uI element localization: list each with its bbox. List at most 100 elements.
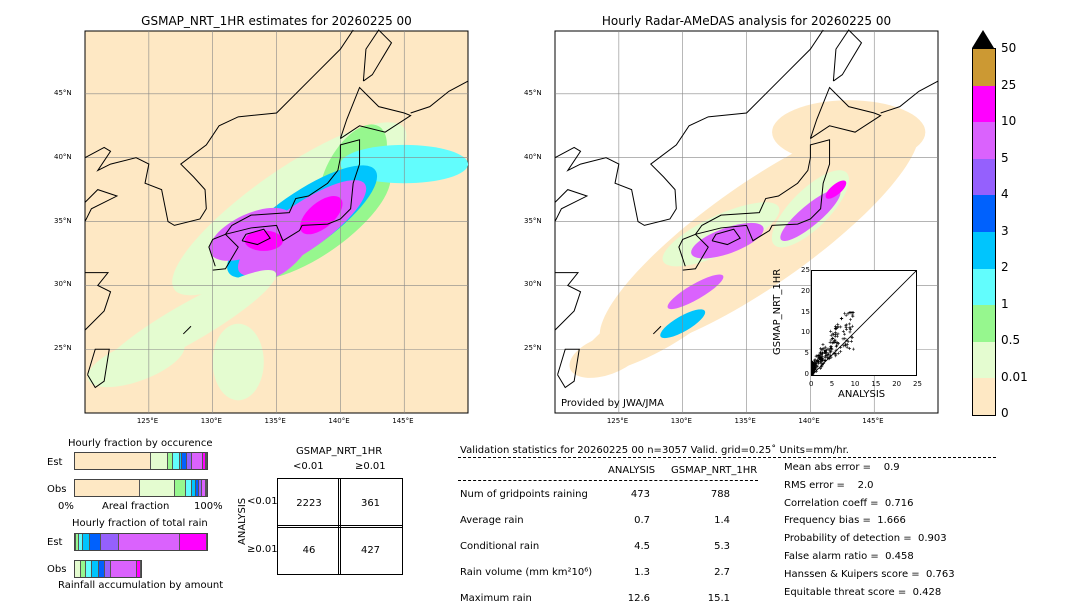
coastline (87, 348, 110, 389)
rain-area (212, 323, 264, 401)
fraction-segment (175, 480, 186, 496)
coastline (652, 325, 662, 335)
stats-row-label: Conditional rain (460, 541, 540, 552)
stats-row-gsmap: 788 (710, 489, 730, 500)
coastline (695, 139, 831, 242)
scatter-point (834, 332, 838, 336)
colorbar-label: 2 (1001, 260, 1009, 274)
scatter-point (833, 331, 837, 335)
scatter-point (834, 341, 838, 345)
scatter-ytick: 25 (801, 266, 810, 274)
scatter-point (817, 360, 821, 364)
scatter-xtick: 15 (871, 380, 881, 388)
colorbar-label: 0.01 (1001, 369, 1028, 384)
colorbar-segment (973, 341, 995, 379)
tr-est-bar (74, 533, 208, 551)
scatter-point (815, 365, 819, 369)
fraction-segment (75, 534, 77, 550)
coastline (557, 348, 580, 389)
scatter-point (812, 361, 814, 365)
fraction-segment (75, 480, 140, 496)
scatter-point (813, 362, 817, 366)
scatter-point (837, 351, 841, 355)
scatter-ylabel: GSMAP_NRT_1HR (772, 268, 783, 355)
lat-tick: 25°N (54, 344, 72, 353)
coastline (225, 139, 361, 242)
scatter-point (829, 329, 833, 333)
scatter-ytick: 5 (804, 349, 809, 358)
lat-tick: 25°N (524, 344, 542, 353)
fraction-segment (92, 561, 100, 577)
colorbar-label: 0 (1001, 406, 1009, 420)
scatter-point (825, 355, 829, 359)
stats-score: Equitable threat score = 0.428 (784, 586, 942, 598)
lat-tick: 45°N (54, 88, 72, 97)
scatter-point (833, 338, 837, 342)
coastline (880, 80, 939, 114)
fraction-segment (172, 453, 180, 469)
scatter-point (822, 361, 826, 365)
lat-tick: 40°N (524, 152, 542, 161)
stats-score: Frequency bias = 1.666 (784, 515, 906, 527)
scatter-point (819, 352, 823, 356)
stats-score: Correlation coeff = 0.716 (784, 497, 914, 509)
fraction-segment (192, 453, 203, 469)
stats-col-gsmap: GSMAP_NRT_1HR (671, 465, 758, 476)
contingency-title: GSMAP_NRT_1HR (296, 446, 383, 457)
fraction-segment (139, 480, 176, 496)
scatter-point (829, 333, 833, 337)
fraction-segment (79, 534, 84, 550)
tr-est-label: Est (47, 537, 63, 548)
scatter-point (846, 312, 850, 316)
cell-false-alarm: 361 (338, 478, 403, 528)
scatter-point (845, 338, 849, 342)
scatter-point (835, 334, 839, 338)
scatter-point (823, 354, 827, 358)
scatter-point (828, 349, 832, 353)
scatter-point (813, 365, 817, 369)
scatter-point (847, 326, 851, 330)
scatter-point (815, 359, 819, 363)
scatter-point (845, 342, 849, 346)
stats-row-gsmap: 15.1 (707, 593, 730, 604)
fraction-segment (205, 480, 207, 496)
fraction-segment (205, 453, 207, 469)
scatter-point (851, 313, 855, 317)
scatter-point (829, 355, 833, 359)
tr-obs-label: Obs (47, 564, 67, 575)
occ-axis-right: 100% (194, 501, 223, 512)
coastline (554, 272, 582, 331)
scatter-point (844, 327, 848, 331)
fraction-segment (199, 480, 202, 496)
scatter-point (812, 364, 815, 368)
scatter-point (847, 322, 851, 326)
lon-tick: 145°E (392, 417, 414, 425)
stats-row-analysis: 0.7 (634, 515, 650, 526)
stats-row-label: Average rain (460, 515, 524, 526)
stats-row-gsmap: 5.3 (714, 541, 730, 552)
lon-tick: 140°E (798, 417, 820, 425)
colorbar-segment (973, 268, 995, 306)
occ-axis-left: 0% (58, 501, 74, 512)
colorbar-segment (973, 122, 995, 159)
scatter-point (823, 358, 827, 362)
scatter-point (834, 352, 838, 356)
scatter-xtick: 25 (913, 380, 922, 388)
cell-hit: 427 (338, 525, 403, 575)
scatter-point (812, 373, 814, 375)
stats-score: Mean abs error = 0.9 (784, 462, 900, 473)
scatter-point (812, 370, 814, 374)
lon-tick: 130°E (670, 417, 692, 425)
scatter-point (813, 359, 817, 363)
scatter-point (844, 313, 848, 317)
colorbar-label: 50 (1001, 41, 1017, 55)
scatter-point (832, 351, 836, 355)
occ-est-label: Est (47, 457, 63, 468)
scatter-point (850, 324, 854, 328)
coastline (182, 325, 192, 335)
tr-obs-bar (74, 560, 142, 578)
fraction-segment (186, 453, 192, 469)
scatter-point (848, 327, 852, 331)
rain-area (825, 180, 847, 199)
lat-tick: 35°N (524, 216, 542, 225)
